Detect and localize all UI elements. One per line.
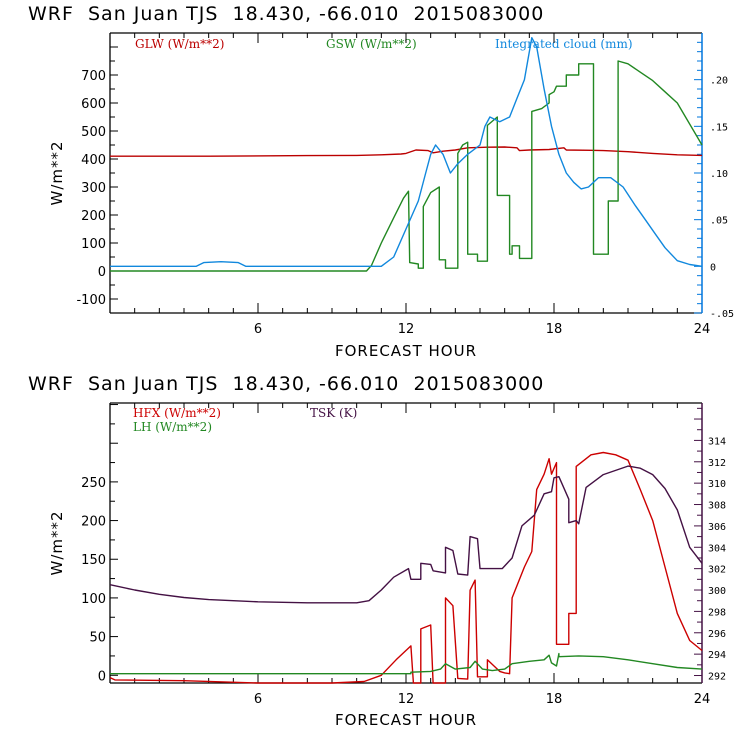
series-line-gsw [110, 60, 703, 272]
x-tick-label: 12 [398, 692, 415, 707]
y-tick-label: 100 [81, 237, 106, 252]
x-tick-label: 18 [546, 322, 563, 337]
y-tick-label: 700 [81, 69, 106, 84]
y2-tick-label: 310 [708, 479, 726, 490]
y-tick-label: 250 [81, 476, 106, 491]
y2-tick-label: 304 [708, 543, 726, 554]
x-tick-label: 12 [398, 322, 415, 337]
series-line-tsk [109, 465, 703, 604]
x-tick-label: 18 [546, 692, 563, 707]
y2-tick-label: .20 [710, 76, 728, 87]
y2-tick-label: 308 [708, 501, 726, 512]
y-tick-label: 0 [98, 669, 106, 684]
y-tick-label: 50 [89, 631, 106, 646]
bottom-chart-title: WRF San Juan TJS 18.430, -66.010 2015083… [28, 373, 544, 395]
y-tick-label: -100 [76, 293, 106, 308]
legend-gsw: GSW (W/m**2) [326, 37, 417, 51]
y2-tick-label: 296 [708, 629, 726, 640]
top-panel: WRF San Juan TJS 18.430, -66.010 2015083… [28, 3, 734, 360]
y2-tick-label: 314 [708, 436, 726, 447]
x-tick-label: 6 [254, 692, 262, 707]
y-tick-label: 100 [81, 592, 106, 607]
legend-tsk: TSK (K) [310, 406, 357, 420]
series-line-hfx [109, 451, 703, 684]
y-tick-label: 150 [81, 553, 106, 568]
y-tick-label: 0 [98, 265, 106, 280]
bottom-ylabel: W/m**2 [48, 510, 66, 575]
y2-tick-label: -.05 [710, 309, 734, 320]
bottom-panel: WRF San Juan TJS 18.430, -66.010 2015083… [28, 373, 726, 729]
y2-tick-label: 292 [708, 672, 726, 683]
y2-tick-label: 312 [708, 458, 726, 469]
y2-tick-label: 306 [708, 522, 726, 533]
legend-glw: GLW (W/m**2) [135, 37, 224, 51]
y-tick-label: 200 [81, 209, 106, 224]
top-xlabel: FORECAST HOUR [335, 342, 477, 360]
x-tick-label: 24 [694, 322, 711, 337]
y2-tick-label: .10 [710, 169, 728, 180]
legend-lh: LH (W/m**2) [133, 420, 212, 434]
y-tick-label: 500 [81, 125, 106, 140]
top-chart-title: WRF San Juan TJS 18.430, -66.010 2015083… [28, 3, 544, 25]
top-ylabel: W/m**2 [48, 140, 66, 205]
y2-tick-label: 294 [708, 650, 726, 661]
bottom-xlabel: FORECAST HOUR [335, 711, 477, 729]
y2-tick-label: 298 [708, 607, 726, 618]
x-tick-label: 24 [694, 692, 711, 707]
y2-tick-label: 300 [708, 586, 726, 597]
y2-tick-label: 302 [708, 565, 726, 576]
y2-tick-label: .15 [710, 122, 728, 133]
legend-hfx: HFX (W/m**2) [133, 406, 221, 420]
series-line-integrated [110, 37, 703, 267]
y-tick-label: 600 [81, 97, 106, 112]
x-tick-label: 6 [254, 322, 262, 337]
y-tick-label: 300 [81, 181, 106, 196]
y-tick-label: 400 [81, 153, 106, 168]
y2-tick-label: 0 [710, 262, 716, 273]
y-tick-label: 200 [81, 515, 106, 530]
y2-tick-label: .05 [710, 216, 728, 227]
series-line-glw [110, 146, 703, 157]
legend-integrated-cloud: Integrated cloud (mm) [495, 37, 633, 51]
series-line-lh [110, 652, 703, 675]
